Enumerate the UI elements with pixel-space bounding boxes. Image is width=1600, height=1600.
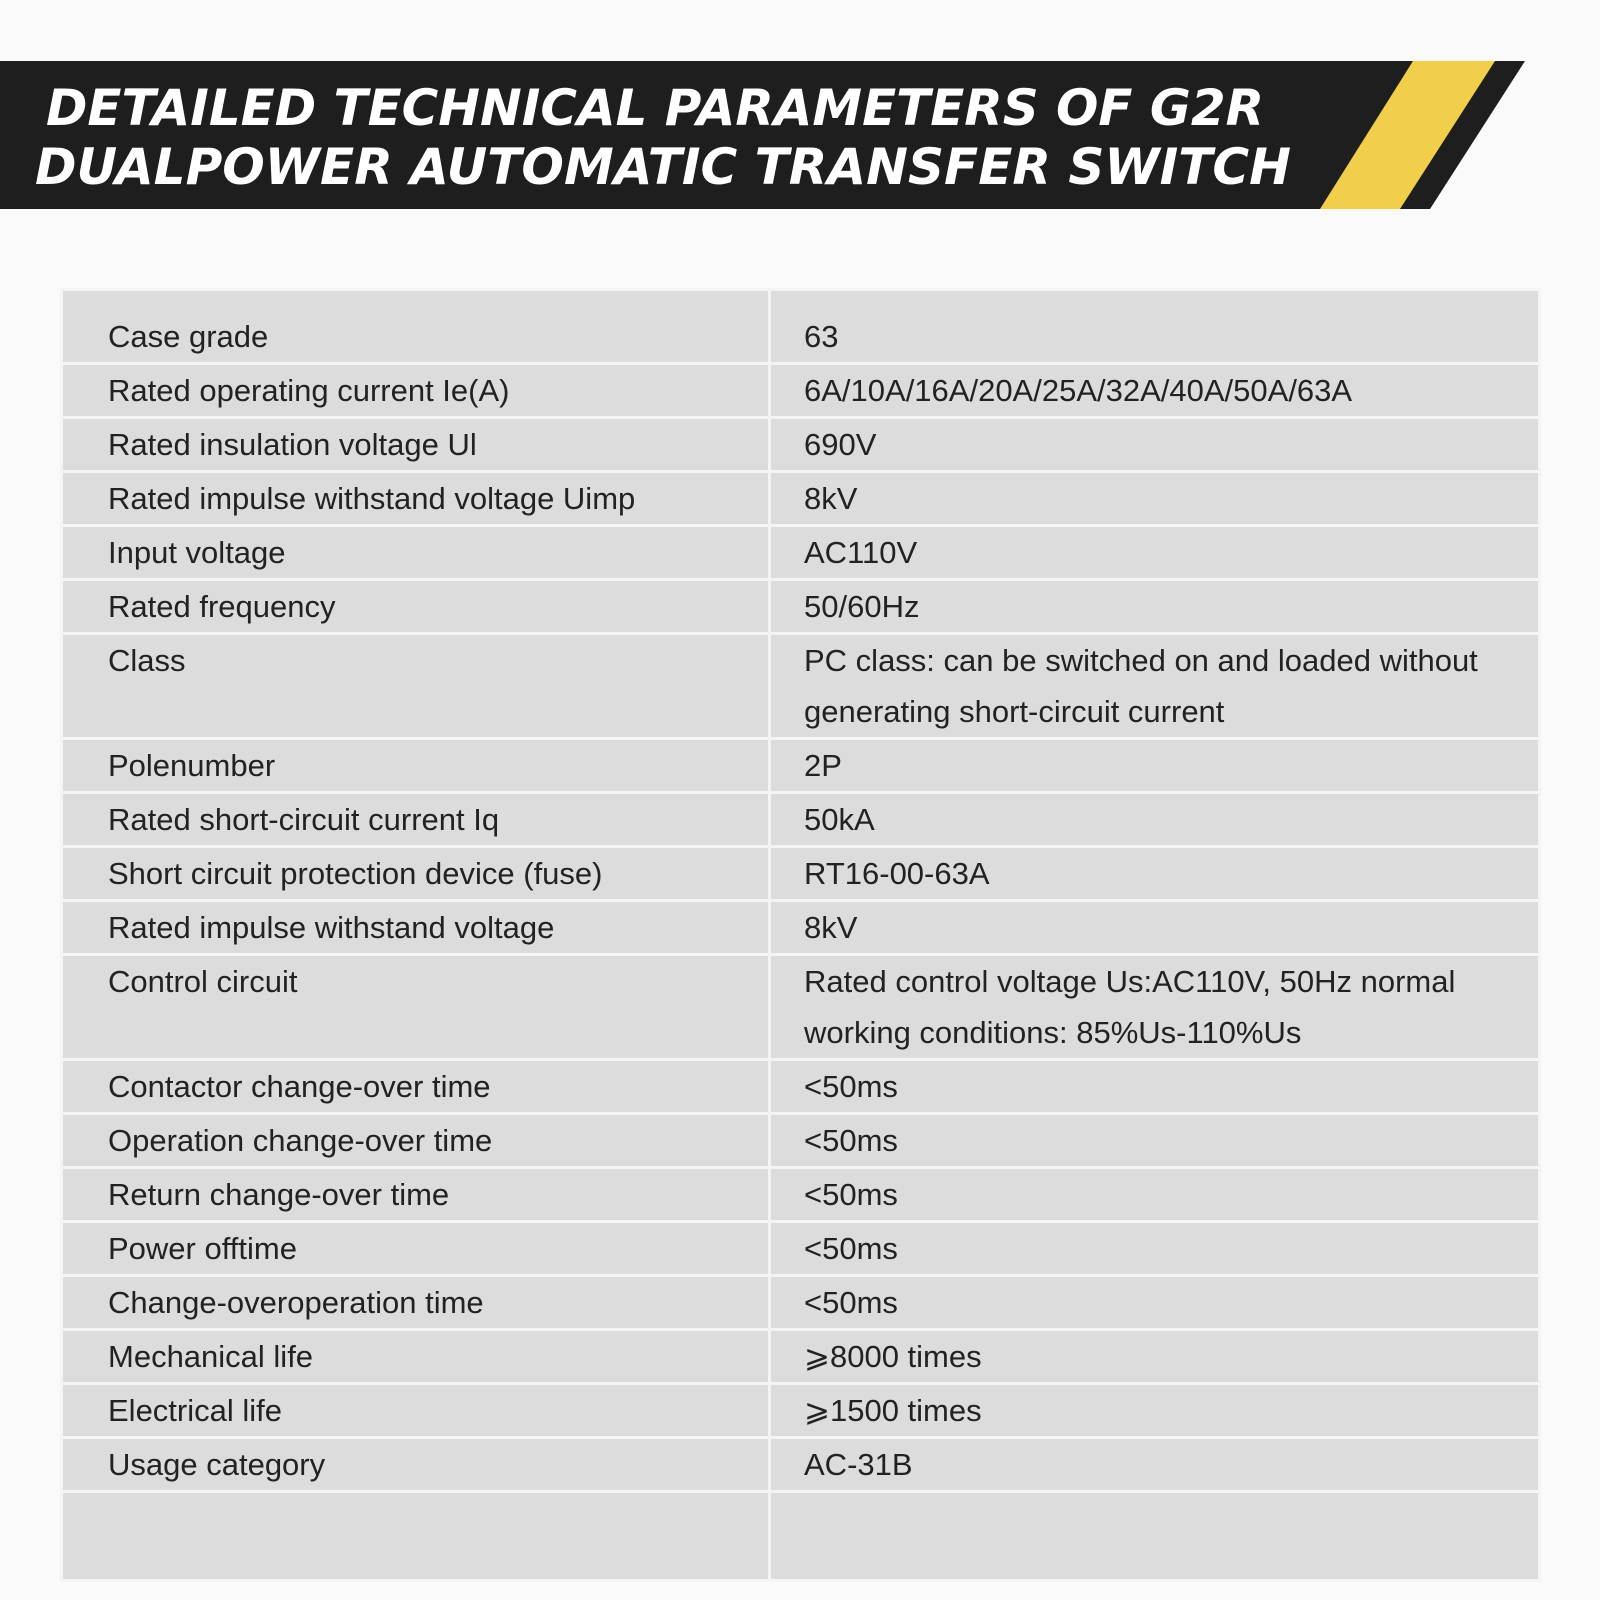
parameter-value: Rated control voltage Us:AC110V, 50Hz no… [768,953,1541,1061]
parameter-name: Change-overoperation time [60,1274,771,1331]
parameter-value: 6A/10A/16A/20A/25A/32A/40A/50A/63A [768,362,1541,419]
table-row: Class PC class: can be switched on and lo… [60,632,1541,740]
parameter-value: <50ms [768,1166,1541,1223]
parameter-name: Rated operating current Ie(A) [60,362,771,419]
parameter-value: RT16-00-63A [768,845,1541,902]
parameter-value: 50kA [768,791,1541,848]
table-row: Polenumber 2P [60,737,1541,794]
parameter-value: ⩾1500 times [768,1382,1541,1439]
parameter-name: Class [60,632,771,740]
parameter-name: Rated impulse withstand voltage [60,899,771,956]
banner: DETAILED TECHNICAL PARAMETERS OF G2R DUA… [0,61,1525,209]
parameter-name: Operation change-over time [60,1112,771,1169]
banner-background [0,61,1525,209]
parameter-name: Input voltage [60,524,771,581]
parameter-name: Short circuit protection device (fuse) [60,845,771,902]
spec-table: Case grade 63 Rated operating current Ie(A… [60,288,1541,1582]
parameter-name: Polenumber [60,737,771,794]
parameter-name: Rated short-circuit current Iq [60,791,771,848]
parameter-value: 8kV [768,470,1541,527]
table-row: Rated operating current Ie(A) 6A/10A/16A/… [60,362,1541,419]
table-row: Rated short-circuit current Iq 50kA [60,791,1541,848]
table-row: Change-overoperation time <50ms [60,1274,1541,1331]
table-row: Input voltage AC110V [60,524,1541,581]
empty-row [60,1490,1541,1582]
table-row: Rated impulse withstand voltage Uimp 8kV [60,470,1541,527]
parameter-value: 2P [768,737,1541,794]
parameter-value: AC-31B [768,1436,1541,1493]
parameter-name: Power offtime [60,1220,771,1277]
parameter-value: PC class: can be switched on and loaded … [768,632,1541,740]
table-row: Return change-over time <50ms [60,1166,1541,1223]
empty-cell [60,1490,771,1582]
parameter-value: <50ms [768,1220,1541,1277]
parameter-name: Return change-over time [60,1166,771,1223]
parameter-value: ⩾8000 times [768,1328,1541,1385]
banner-stripe [1320,61,1495,209]
parameter-value: <50ms [768,1058,1541,1115]
parameter-value: 50/60Hz [768,578,1541,635]
parameter-name: Contactor change-over time [60,1058,771,1115]
title-line: DETAILED TECHNICAL PARAMETERS OF G2R [46,79,1264,137]
table-row: Short circuit protection device (fuse) RT… [60,845,1541,902]
table-row: Mechanical life ⩾8000 times [60,1328,1541,1385]
table-row: Power offtime <50ms [60,1220,1541,1277]
parameter-value: <50ms [768,1112,1541,1169]
table-row: Rated insulation voltage Ul 690V [60,416,1541,473]
parameter-value: <50ms [768,1274,1541,1331]
table-row: Usage category AC-31B [60,1436,1541,1493]
parameter-value: 63 [768,288,1541,365]
parameter-name: Mechanical life [60,1328,771,1385]
parameter-name: Rated insulation voltage Ul [60,416,771,473]
parameter-name: Electrical life [60,1382,771,1439]
parameter-name: Control circuit [60,953,771,1061]
table-row: Control circuit Rated control voltage Us:… [60,953,1541,1061]
parameter-value: AC110V [768,524,1541,581]
table-row: Operation change-over time <50ms [60,1112,1541,1169]
table-row: Rated impulse withstand voltage 8kV [60,899,1541,956]
parameter-name: Rated impulse withstand voltage Uimp [60,470,771,527]
table-row: Rated frequency 50/60Hz [60,578,1541,635]
parameter-value: 690V [768,416,1541,473]
parameter-name: Case grade [60,288,771,365]
parameter-value: 8kV [768,899,1541,956]
table-row: Case grade 63 [60,288,1541,365]
table-row: Contactor change-over time <50ms [60,1058,1541,1115]
table-row: Electrical life ⩾1500 times [60,1382,1541,1439]
empty-cell [768,1490,1541,1582]
title-line: DUALPOWER AUTOMATIC TRANSFER SWITCH [35,138,1291,196]
parameter-name: Rated frequency [60,578,771,635]
parameter-name: Usage category [60,1436,771,1493]
